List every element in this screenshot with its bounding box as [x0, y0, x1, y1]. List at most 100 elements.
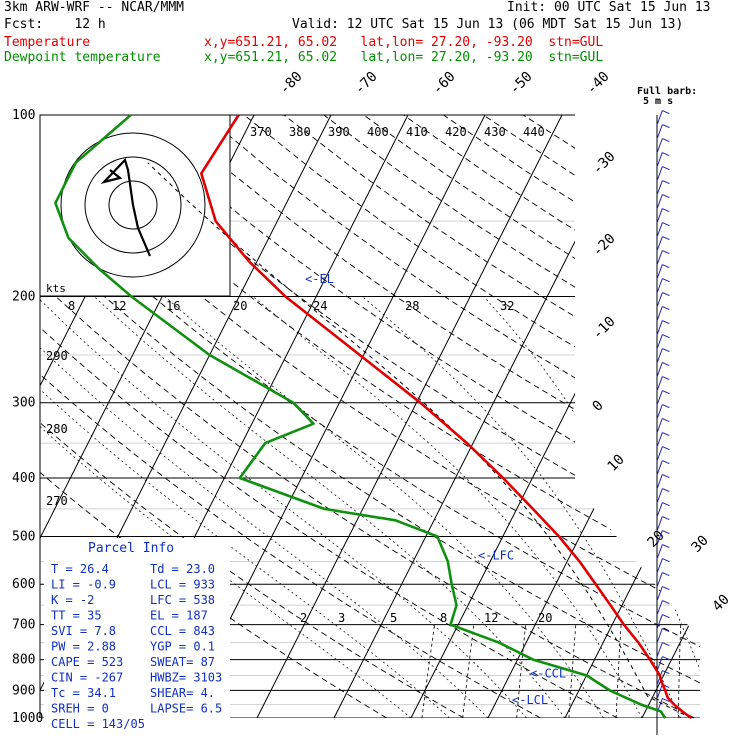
parcel-info-panel — [44, 538, 230, 724]
wind-barb-feather — [662, 558, 670, 563]
wind-barb-feather — [662, 306, 670, 311]
dry-adiabat — [283, 115, 700, 718]
moist-adiabat — [40, 296, 489, 718]
pressure-label: 200 — [12, 290, 35, 305]
wind-barb-feather — [662, 404, 670, 409]
wind-barb-shaft — [656, 502, 663, 518]
pressure-label: 700 — [12, 618, 35, 633]
isotherm-line — [719, 115, 740, 718]
wind-barb-shaft — [656, 432, 663, 448]
isotherm-label: 0 — [590, 398, 607, 415]
wind-barb-feather — [662, 390, 670, 395]
wind-barb-feather — [662, 320, 670, 325]
theta-label: 400 — [367, 125, 389, 139]
wind-barb-feather — [662, 418, 670, 423]
wind-barb-shaft — [656, 138, 663, 154]
isotherm-label: -40 — [584, 69, 613, 98]
parcel-level-annotation: <-LFC — [478, 549, 514, 563]
hodograph-scale-label: 32 — [500, 299, 514, 313]
forecast-hour: Fcst: 12 h — [4, 17, 106, 32]
wind-barb-feather — [662, 474, 670, 479]
pressure-label: 500 — [12, 529, 35, 544]
wind-barb-shaft — [656, 334, 663, 350]
wind-barb-shaft — [656, 474, 663, 490]
hodograph-scale-label: 12 — [112, 299, 126, 313]
wind-barb-shaft — [656, 292, 663, 308]
parcel-info-right: LAPSE= 6.5 — [150, 702, 222, 716]
wind-barb-feather — [662, 670, 670, 675]
wind-barb-feather — [662, 264, 670, 269]
dry-adiabat — [40, 115, 695, 718]
wind-barb-shaft — [656, 656, 663, 672]
mixing-ratio-line — [568, 624, 577, 718]
isotherm-label: -60 — [430, 69, 459, 98]
dry-adiabat — [40, 115, 700, 718]
wind-barb-shaft — [656, 586, 663, 602]
wind-barb-shaft — [656, 124, 663, 140]
wind-barb-feather — [662, 628, 670, 633]
dewpoint-profile — [54, 114, 667, 719]
hodograph-scale-label: 16 — [166, 299, 180, 313]
isotherm-line — [179, 115, 486, 718]
moist-adiabat — [483, 296, 700, 718]
wind-barb-feather — [662, 432, 670, 437]
wind-barb-feather — [662, 236, 670, 241]
kts-label: kts — [46, 282, 66, 295]
hodograph-ring — [108, 180, 158, 230]
wind-barb-feather — [662, 544, 670, 549]
wind-barb-shaft — [656, 180, 663, 196]
isotherm-label: -30 — [590, 149, 619, 178]
isotherm-label: -20 — [590, 231, 619, 260]
wind-barb-feather — [662, 362, 670, 367]
isotherm-label: 10 — [605, 452, 628, 475]
wind-barb-feather — [662, 586, 670, 591]
mixing-ratio-label: 12 — [484, 611, 498, 625]
wind-barb-feather — [662, 124, 670, 129]
wind-barb-shaft — [656, 558, 663, 574]
model-title: 3km ARW-WRF -- NCAR/MMM — [4, 0, 185, 15]
moist-adiabat — [40, 296, 450, 718]
wind-barb-shaft — [656, 110, 663, 126]
wind-barb-feather — [662, 152, 670, 157]
parcel-info-left: PW = 2.88 — [51, 640, 116, 654]
dry-adiabat — [443, 115, 700, 718]
wind-barb-feather — [662, 530, 670, 535]
isotherm-label: -70 — [352, 69, 381, 98]
hodograph-ring — [84, 156, 182, 254]
parcel-info-right: CCL = 843 — [150, 624, 215, 638]
wind-barb-shaft — [656, 530, 663, 546]
mixing-ratio-line — [421, 624, 435, 718]
moist-adiabat — [93, 296, 566, 718]
wind-barb-shaft — [656, 236, 663, 252]
wind-barb-feather — [662, 698, 670, 703]
parcel-info-left: SREH = 0 — [51, 702, 109, 716]
mixing-ratio-line — [516, 624, 527, 718]
parcel-info-left: LI = -0.9 — [51, 578, 116, 592]
moist-adiabat — [40, 296, 527, 718]
wind-barb-feather — [662, 642, 670, 647]
wind-barb-shaft — [656, 628, 663, 644]
parcel-info-left: CELL = 143/05 — [51, 717, 145, 731]
wind-barb-feather — [662, 222, 670, 227]
isotherm-label: -10 — [590, 314, 619, 343]
parcel-info-title: Parcel Info — [88, 541, 174, 556]
wind-barb-shaft — [656, 278, 663, 294]
hodograph-ring — [60, 132, 206, 278]
isotherm-label: -50 — [507, 69, 536, 98]
wind-barb-feather — [662, 110, 670, 115]
dry-adiabat — [40, 115, 618, 718]
wind-barb-shaft — [656, 376, 663, 392]
pressure-label: 100 — [12, 108, 35, 123]
wind-barb-feather — [662, 278, 670, 283]
wind-barb-feather — [662, 194, 670, 199]
wind-barb-shaft — [656, 222, 663, 238]
isotherm-line — [487, 115, 700, 718]
dry-adiabat — [40, 115, 541, 718]
wind-barb-feather — [662, 614, 670, 619]
wind-barb-shaft — [656, 348, 663, 364]
isotherm-label: 40 — [710, 592, 733, 615]
theta-label: 420 — [445, 125, 467, 139]
theta-label: 380 — [289, 125, 311, 139]
mixing-ratio-line — [615, 624, 622, 718]
parcel-info-right: LFC = 538 — [150, 593, 215, 607]
